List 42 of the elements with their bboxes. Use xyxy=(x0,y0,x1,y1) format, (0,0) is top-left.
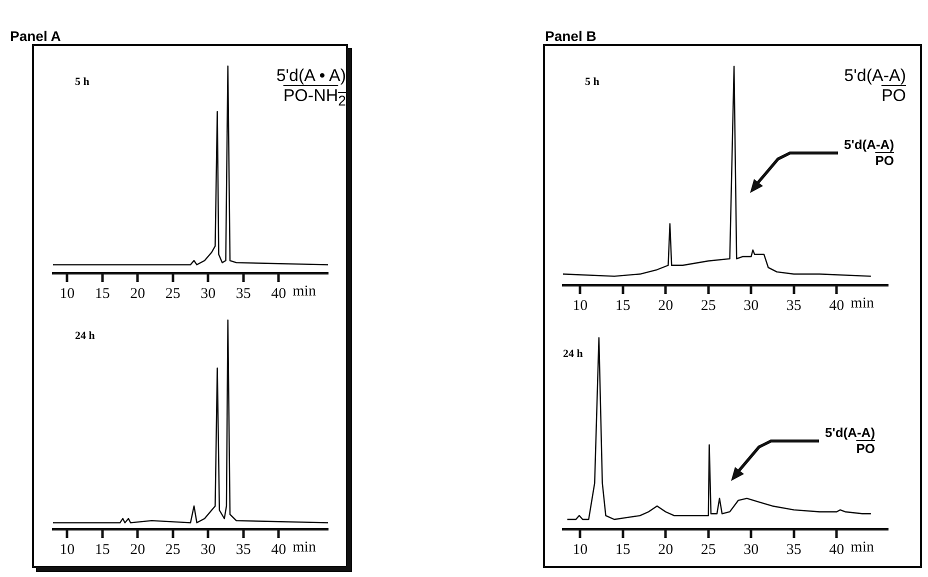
x-tick-label: 25 xyxy=(700,298,716,314)
x-tick-label: 15 xyxy=(94,286,110,302)
x-tick-label: 25 xyxy=(165,286,180,302)
x-axis-title: min xyxy=(292,539,316,556)
x-tick-label: 10 xyxy=(572,298,588,314)
text: 5 h xyxy=(585,76,600,88)
x-tick-label: 25 xyxy=(700,542,716,558)
x-tick-label: 10 xyxy=(60,542,75,558)
x-tick-label: 35 xyxy=(786,542,802,558)
chart-title: Panel A xyxy=(10,28,61,44)
x-tick-label: 15 xyxy=(94,542,110,558)
x-tick-label: 10 xyxy=(60,286,75,302)
x-tick-label: 30 xyxy=(744,542,759,558)
annotation: 5'd(A-A) PO xyxy=(844,137,894,169)
x-axis-title: min xyxy=(292,283,316,300)
x-tick-label: 20 xyxy=(130,542,146,558)
x-tick-label: 30 xyxy=(200,542,216,558)
annotation: 5'd(A-A) PO xyxy=(825,425,876,457)
chart-title: Panel B xyxy=(545,28,596,44)
x-tick-label: 40 xyxy=(829,542,844,558)
x-tick-label: 20 xyxy=(658,298,674,314)
x-tick-label: 35 xyxy=(786,298,802,314)
x-tick-label: 25 xyxy=(165,542,180,558)
x-tick-label: 40 xyxy=(271,542,286,558)
annotation: 5'd(A-A) PO xyxy=(844,66,906,106)
x-tick-label: 30 xyxy=(744,298,759,314)
x-axis-title: min xyxy=(850,295,875,312)
x-tick-label: 35 xyxy=(236,286,251,302)
text: 24 h xyxy=(563,348,583,360)
annotation: 5'd(A • A) PO-NH$_{2}$ xyxy=(276,66,346,112)
x-tick-label: 35 xyxy=(236,542,251,558)
x-tick-label: 20 xyxy=(130,286,146,302)
x-tick-label: 30 xyxy=(200,286,216,302)
x-tick-label: 15 xyxy=(615,542,630,558)
x-tick-label: 40 xyxy=(271,286,286,302)
text: 5 h xyxy=(75,76,90,88)
x-tick-label: 20 xyxy=(658,542,674,558)
x-tick-label: 15 xyxy=(615,298,630,314)
x-axis-title: min xyxy=(850,539,875,556)
x-tick-label: 40 xyxy=(829,298,844,314)
x-tick-label: 10 xyxy=(572,542,588,558)
text: 24 h xyxy=(75,330,95,342)
